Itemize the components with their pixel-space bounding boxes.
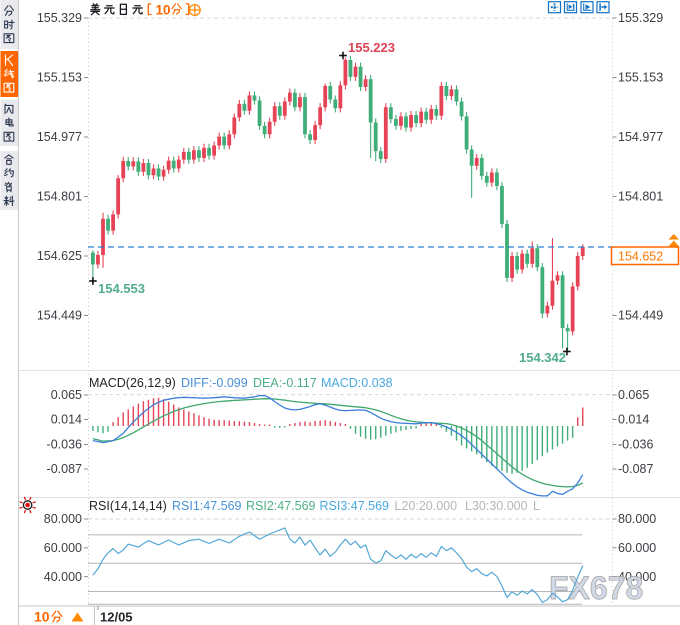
svg-text:40.000: 40.000 [44, 570, 82, 584]
svg-text:40.000: 40.000 [618, 570, 656, 584]
svg-text:154.652: 154.652 [618, 250, 663, 264]
svg-text:RSI1:47.569: RSI1:47.569 [172, 499, 242, 513]
svg-text:0.014: 0.014 [618, 413, 649, 427]
svg-text:-0.087: -0.087 [47, 462, 82, 476]
svg-text:MACD(26,12,9): MACD(26,12,9) [89, 376, 176, 390]
svg-text:0.014: 0.014 [51, 413, 82, 427]
svg-text:L: L [533, 499, 540, 513]
svg-text:155.223: 155.223 [348, 40, 395, 55]
svg-text:RSI2:47.569: RSI2:47.569 [246, 499, 316, 513]
svg-text:-0.087: -0.087 [618, 462, 653, 476]
svg-text:154.449: 154.449 [618, 309, 663, 323]
svg-text:154.449: 154.449 [37, 309, 82, 323]
svg-text:60.000: 60.000 [44, 541, 82, 555]
svg-text:154.977: 154.977 [37, 130, 82, 144]
svg-text:FX678: FX678 [549, 570, 643, 606]
svg-text:60.000: 60.000 [618, 541, 656, 555]
svg-text:0.065: 0.065 [618, 388, 649, 402]
svg-text:-0.036: -0.036 [618, 438, 653, 452]
svg-text:DIFF:-0.099: DIFF:-0.099 [181, 376, 248, 390]
svg-text:80.000: 80.000 [618, 512, 656, 526]
svg-text:155.153: 155.153 [37, 71, 82, 85]
svg-text:10: 10 [156, 3, 171, 18]
svg-text:154.977: 154.977 [618, 130, 663, 144]
svg-text:L30:30.000: L30:30.000 [465, 499, 528, 513]
svg-text:154.801: 154.801 [618, 190, 663, 204]
svg-text:-0.036: -0.036 [47, 438, 82, 452]
svg-text:155.329: 155.329 [37, 11, 82, 25]
svg-text:0.065: 0.065 [51, 388, 82, 402]
svg-text:155.153: 155.153 [618, 71, 663, 85]
svg-text:MACD:0.038: MACD:0.038 [321, 376, 393, 390]
svg-text:12/05: 12/05 [100, 610, 133, 625]
svg-text:RSI(14,14,14): RSI(14,14,14) [89, 499, 167, 513]
svg-text:155.329: 155.329 [618, 11, 663, 25]
svg-text:DEA:-0.117: DEA:-0.117 [253, 376, 317, 390]
svg-text:L20:20.000: L20:20.000 [395, 499, 458, 513]
svg-text:80.000: 80.000 [44, 512, 82, 526]
svg-text:154.801: 154.801 [37, 190, 82, 204]
svg-text:154.342: 154.342 [519, 350, 566, 365]
svg-text:RSI3:47.569: RSI3:47.569 [320, 499, 390, 513]
svg-text:154.625: 154.625 [37, 249, 82, 263]
svg-text:10: 10 [34, 609, 50, 625]
svg-text:154.553: 154.553 [98, 281, 145, 296]
